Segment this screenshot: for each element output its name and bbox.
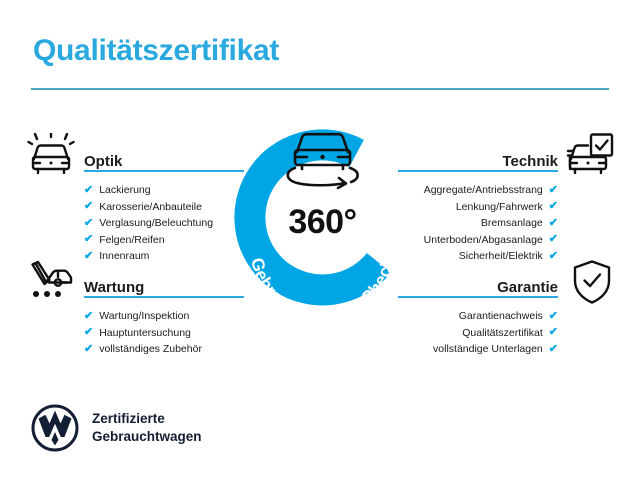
list-item: ✔ Hauptuntersuchung bbox=[84, 325, 234, 342]
check-icon: ✔ bbox=[548, 233, 558, 246]
section-underline bbox=[84, 170, 244, 172]
car-rotate-icon bbox=[286, 132, 359, 190]
list-item-label: Verglasung/Beleuchtung bbox=[99, 217, 214, 229]
checklist-garantie: Garantienachweis ✔ Qualitätszertifikat ✔ v… bbox=[408, 308, 558, 358]
section-title-optik: Optik bbox=[84, 153, 123, 170]
section-underline bbox=[398, 170, 558, 172]
list-item-label: Lackierung bbox=[99, 184, 151, 196]
list-item: ✔ vollständiges Zubehör bbox=[84, 341, 234, 358]
list-item-label: vollständige Unterlagen bbox=[433, 343, 543, 355]
section-header: Technik bbox=[398, 146, 558, 172]
check-icon: ✔ bbox=[548, 309, 558, 322]
section-technik: Technik Aggregate/Antriebsstrang ✔ Lenkun… bbox=[398, 146, 558, 265]
list-item: Qualitätszertifikat ✔ bbox=[408, 325, 558, 342]
list-item: Unterboden/Abgasanlage ✔ bbox=[408, 232, 558, 249]
checklist-wartung: ✔ Wartung/Inspektion ✔ Hauptuntersuchung ✔… bbox=[84, 308, 234, 358]
header-divider bbox=[31, 88, 609, 90]
section-header: Optik bbox=[84, 146, 244, 172]
checklist-technik: Aggregate/Antriebsstrang ✔ Lenkung/Fahrwe… bbox=[408, 182, 558, 265]
shield-check-icon bbox=[570, 259, 614, 305]
checklist-optik: ✔ Lackierung ✔ Karosserie/Anbauteile ✔ Verg… bbox=[84, 182, 234, 265]
check-icon: ✔ bbox=[84, 326, 94, 339]
section-title-garantie: Garantie bbox=[497, 279, 558, 296]
section-optik: Optik ✔ Lackierung ✔ Karosserie/Anbauteile… bbox=[84, 146, 244, 265]
footer-line-1: Zertifizierte bbox=[92, 411, 165, 426]
pen-car-icon bbox=[27, 260, 75, 304]
check-icon: ✔ bbox=[548, 342, 558, 355]
badge-360-gebrauchtwagen-check: Gebrauchtwagen-Check 360° bbox=[225, 120, 420, 315]
list-item-label: Wartung/Inspektion bbox=[99, 310, 190, 322]
badge-ring bbox=[234, 129, 392, 306]
list-item-label: Aggregate/Antriebsstrang bbox=[423, 184, 543, 196]
check-icon: ✔ bbox=[548, 249, 558, 262]
list-item-label: Hauptuntersuchung bbox=[99, 326, 191, 339]
section-garantie: Garantie Garantienachweis ✔ Qualitätszert… bbox=[398, 272, 558, 358]
section-title-technik: Technik bbox=[502, 153, 558, 170]
section-underline bbox=[84, 296, 244, 298]
list-item-label: Felgen/Reifen bbox=[99, 233, 165, 246]
check-icon: ✔ bbox=[84, 342, 94, 355]
section-underline bbox=[398, 296, 558, 298]
check-icon: ✔ bbox=[84, 216, 94, 229]
check-icon: ✔ bbox=[84, 249, 94, 262]
section-title-wartung: Wartung bbox=[84, 279, 145, 296]
car-checkbox-icon bbox=[566, 133, 614, 177]
section-wartung: Wartung ✔ Wartung/Inspektion ✔ Hauptunters… bbox=[84, 272, 244, 358]
list-item-label: Bremsanlage bbox=[480, 217, 543, 229]
car-shine-icon bbox=[27, 132, 75, 177]
list-item: ✔ Verglasung/Beleuchtung bbox=[84, 215, 234, 232]
list-item-label: Unterboden/Abgasanlage bbox=[423, 233, 543, 246]
footer-line-2: Gebrauchtwagen bbox=[92, 429, 202, 444]
list-item: Bremsanlage ✔ bbox=[408, 215, 558, 232]
check-icon: ✔ bbox=[84, 200, 94, 213]
list-item: ✔ Lackierung bbox=[84, 182, 234, 199]
check-icon: ✔ bbox=[548, 183, 558, 196]
vw-logo bbox=[31, 404, 79, 452]
check-icon: ✔ bbox=[84, 309, 94, 322]
list-item-label: vollständiges Zubehör bbox=[99, 343, 202, 355]
list-item: ✔ Wartung/Inspektion bbox=[84, 308, 234, 325]
check-icon: ✔ bbox=[548, 326, 558, 339]
list-item-label: Sicherheit/Elektrik bbox=[458, 250, 543, 262]
list-item: Sicherheit/Elektrik ✔ bbox=[408, 248, 558, 265]
check-icon: ✔ bbox=[548, 216, 558, 229]
list-item: Aggregate/Antriebsstrang ✔ bbox=[408, 182, 558, 199]
list-item: ✔ Felgen/Reifen bbox=[84, 232, 234, 249]
page-title: Qualitätszertifikat bbox=[33, 34, 280, 67]
check-icon: ✔ bbox=[548, 200, 558, 213]
check-icon: ✔ bbox=[84, 183, 94, 196]
list-item-label: Lenkung/Fahrwerk bbox=[455, 200, 543, 213]
list-item: vollständige Unterlagen ✔ bbox=[408, 341, 558, 358]
section-header: Wartung bbox=[84, 272, 244, 298]
check-icon: ✔ bbox=[84, 233, 94, 246]
footer-logo-block: Zertifizierte Gebrauchtwagen bbox=[31, 404, 202, 452]
list-item-label: Garantienachweis bbox=[458, 310, 543, 322]
list-item-label: Karosserie/Anbauteile bbox=[99, 200, 202, 213]
list-item: ✔ Karosserie/Anbauteile bbox=[84, 199, 234, 216]
list-item: Lenkung/Fahrwerk ✔ bbox=[408, 199, 558, 216]
section-header: Garantie bbox=[398, 272, 558, 298]
list-item-label: Qualitätszertifikat bbox=[462, 326, 543, 339]
list-item-label: Innenraum bbox=[99, 250, 150, 262]
list-item: Garantienachweis ✔ bbox=[408, 308, 558, 325]
footer-text: Zertifizierte Gebrauchtwagen bbox=[92, 410, 202, 446]
list-item: ✔ Innenraum bbox=[84, 248, 234, 265]
